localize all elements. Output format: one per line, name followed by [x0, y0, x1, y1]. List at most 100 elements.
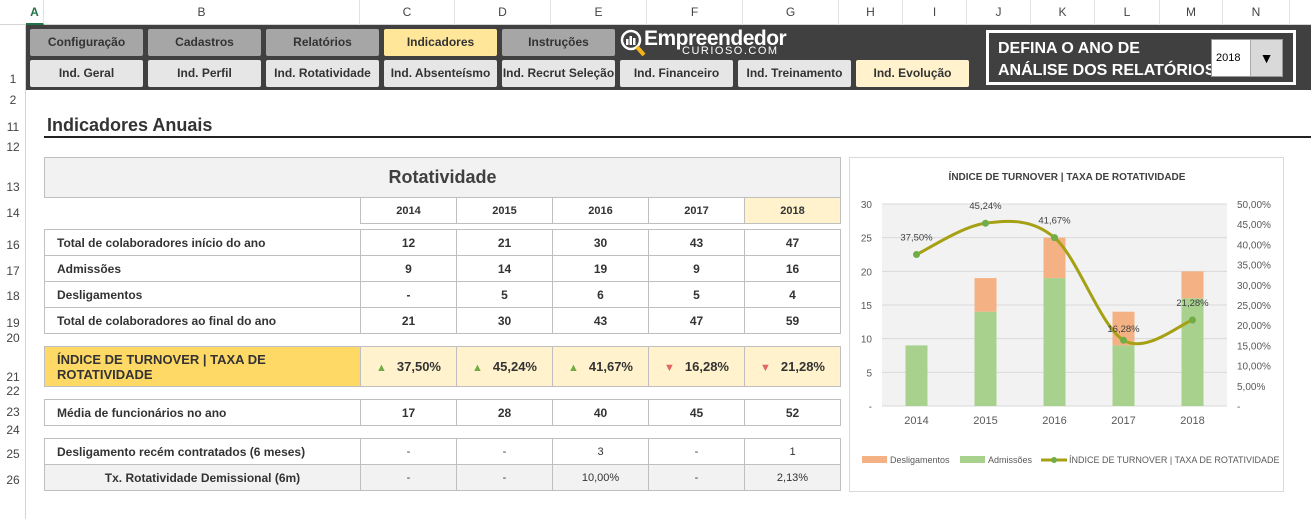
row-header[interactable]: 22	[6, 384, 20, 398]
nav-button-indtreinamento[interactable]: Ind. Treinamento	[738, 60, 851, 87]
year-label-line1: DEFINA O ANO DE	[998, 40, 1140, 57]
turnover-percent: 16,28%	[684, 359, 729, 374]
row-header[interactable]: 24	[6, 423, 20, 437]
bar-admissoes	[1043, 278, 1066, 406]
bar-admissoes	[905, 345, 928, 406]
table-block: Total de colaboradores início do ano 12 21…	[44, 229, 841, 334]
column-header[interactable]: D	[455, 0, 551, 25]
triangle-down-icon: ▼	[760, 362, 771, 374]
data-label: 37,50%	[900, 233, 933, 244]
row-label: Total de colaboradores ao final do ano	[44, 307, 361, 334]
media-label: Média de funcionários no ano	[44, 399, 361, 426]
row-label: Admissões	[44, 255, 361, 282]
media-value: 28	[456, 399, 553, 426]
y-right-tick: -	[1237, 402, 1240, 413]
column-header[interactable]: C	[360, 0, 455, 25]
turnover-value: ▲ 37,50%	[360, 346, 457, 387]
y-right-tick: 30,00%	[1237, 281, 1271, 292]
row-header[interactable]: 20	[6, 331, 20, 345]
x-tick: 2017	[1111, 415, 1135, 427]
year-dropdown[interactable]: 2018 ▼	[1211, 39, 1283, 77]
row-header[interactable]: 14	[6, 206, 20, 220]
row-value: 16	[744, 255, 841, 282]
column-header[interactable]: E	[551, 0, 647, 25]
table-row: Desligamentos -5 6 5 4	[44, 281, 841, 308]
nav-button-instrucoes[interactable]: Instruções	[502, 29, 615, 56]
tx6m-value: 2,13%	[744, 464, 841, 491]
column-header[interactable]: A	[26, 0, 44, 25]
year-header-row: 2014 2015 2016 2017 2018	[44, 197, 841, 224]
row-value: 14	[456, 255, 553, 282]
row-header[interactable]: 12	[6, 140, 20, 154]
turnover-point	[1120, 336, 1127, 344]
nav-button-indgeral[interactable]: Ind. Geral	[30, 60, 143, 87]
row-header[interactable]: 2	[9, 93, 17, 107]
tx6m-value: -	[648, 464, 745, 491]
bar-desligamentos	[1181, 271, 1204, 299]
row-header[interactable]: 13	[6, 180, 20, 194]
turnover-row: ÍNDICE DE TURNOVER | TAXA DE ROTATIVIDAD…	[44, 346, 841, 387]
nav-button-indicadores[interactable]: Indicadores	[384, 29, 497, 56]
row-header[interactable]: 17	[6, 264, 20, 278]
turnover-percent: 41,67%	[588, 359, 633, 374]
year-label-line2: ANÁLISE DOS RELATÓRIOS	[998, 62, 1216, 79]
turnover-chart: ÍNDICE DE TURNOVER | TAXA DE ROTATIVIDAD…	[849, 157, 1284, 492]
media-value: 52	[744, 399, 841, 426]
row-header[interactable]: 26	[6, 473, 20, 487]
column-header[interactable]: G	[743, 0, 839, 25]
nav-button-indperfil[interactable]: Ind. Perfil	[148, 60, 261, 87]
row-header[interactable]: 18	[6, 289, 20, 303]
logo-sub: CURIOSO.COM	[682, 45, 779, 57]
nav-button-indrecrutselecao[interactable]: Ind. Recrut Seleção	[502, 60, 615, 87]
column-header[interactable]: B	[44, 0, 360, 25]
column-header[interactable]: H	[839, 0, 903, 25]
table-block: Desligamento recém contratados (6 meses)…	[44, 438, 841, 491]
nav-button-indabsenteismo[interactable]: Ind. Absenteísmo	[384, 60, 497, 87]
row-header[interactable]: 11	[6, 120, 20, 134]
column-header[interactable]: N	[1223, 0, 1290, 25]
media-row: Média de funcionários no ano 17 28 40 45 52	[44, 399, 841, 426]
bar-admissoes	[974, 311, 997, 406]
bar-desligamentos	[974, 278, 997, 312]
column-header[interactable]: M	[1160, 0, 1223, 25]
nav-button-relatorios[interactable]: Relatórios	[266, 29, 379, 56]
row-header[interactable]: 21	[6, 370, 20, 384]
turnover-value: ▲ 45,24%	[456, 346, 553, 387]
nav-button-cadastros[interactable]: Cadastros	[148, 29, 261, 56]
year-header: 2017	[648, 197, 745, 224]
y-right-tick: 35,00%	[1237, 261, 1271, 272]
turnover-value: ▼ 21,28%	[744, 346, 841, 387]
column-header[interactable]: K	[1031, 0, 1095, 25]
turnover-percent: 45,24%	[492, 359, 537, 374]
column-header[interactable]: L	[1095, 0, 1160, 25]
row-header[interactable]: 16	[6, 238, 20, 252]
row-header[interactable]: 25	[6, 447, 20, 461]
nav-button-indrotatividade[interactable]: Ind. Rotatividade	[266, 60, 379, 87]
row-header[interactable]: 23	[6, 405, 20, 419]
legend-turnover: ÍNDICE DE TURNOVER | TAXA DE ROTATIVIDAD…	[1069, 455, 1280, 465]
year-header: 2018	[744, 197, 841, 224]
row-value: 9	[648, 255, 745, 282]
row-label: Desligamentos	[44, 281, 361, 308]
deslig6m-value: 3	[552, 438, 649, 465]
row-header[interactable]: 19	[6, 316, 20, 330]
logo: Empreendedor CURIOSO.COM	[620, 27, 787, 58]
nav-button-indfinanceiro[interactable]: Ind. Financeiro	[620, 60, 733, 87]
row-value: 5	[456, 281, 553, 308]
dropdown-arrow-icon[interactable]: ▼	[1250, 40, 1282, 76]
turnover-value: ▲ 41,67%	[552, 346, 649, 387]
row-value: 47	[648, 307, 745, 334]
year-value: 2018	[1216, 52, 1241, 64]
chart-svg: ÍNDICE DE TURNOVER | TAXA DE ROTATIVIDAD…	[861, 170, 1280, 465]
nav-button-configuracao[interactable]: Configuração	[30, 29, 143, 56]
triangle-up-icon: ▲	[472, 362, 483, 374]
row-value: 19	[552, 255, 649, 282]
column-header[interactable]: I	[903, 0, 967, 25]
row-value: 4	[744, 281, 841, 308]
column-header[interactable]: J	[967, 0, 1031, 25]
table-block: Rotatividade 2014 2015 2016 2017 2018	[44, 157, 841, 224]
row-header[interactable]: 1	[9, 72, 17, 86]
y-right-tick: 50,00%	[1237, 200, 1271, 211]
column-header[interactable]: F	[647, 0, 743, 25]
nav-button-indevolucao[interactable]: Ind. Evolução	[856, 60, 969, 87]
